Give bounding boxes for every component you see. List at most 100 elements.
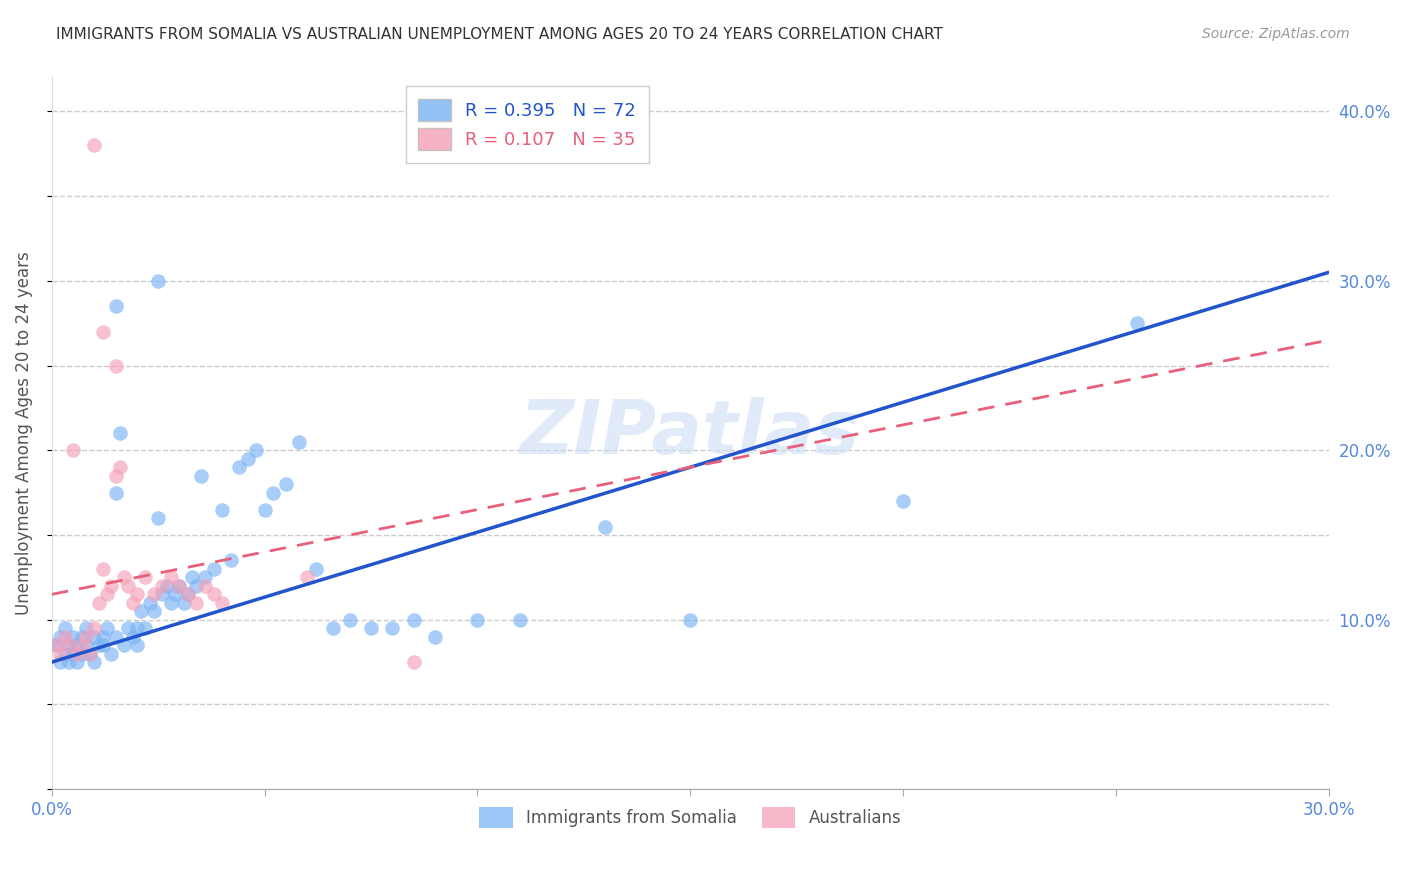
Point (104, 299, 127, 313)
Point (53, 621, 76, 635)
Point (83, 138, 105, 153)
Y-axis label: Unemployment Among Ages 20 to 24 years: Unemployment Among Ages 20 to 24 years (15, 252, 32, 615)
Point (58, 638, 80, 652)
Point (219, 553, 242, 567)
Point (75, 638, 97, 652)
Point (138, 596, 160, 610)
Point (679, 613, 702, 627)
Point (236, 451, 259, 466)
Point (66, 638, 89, 652)
Point (509, 613, 531, 627)
Point (381, 621, 404, 635)
Point (45, 638, 67, 652)
Point (295, 570, 318, 584)
Point (169, 579, 191, 593)
Point (142, 587, 165, 601)
Point (160, 570, 183, 584)
Text: ZIPatlas: ZIPatlas (520, 397, 860, 470)
Point (70, 630, 93, 644)
Point (186, 579, 208, 593)
Point (146, 511, 169, 525)
Point (339, 613, 361, 627)
Point (100, 647, 122, 661)
Point (202, 587, 225, 601)
Point (58, 655, 80, 669)
Point (228, 460, 250, 475)
Point (152, 587, 174, 601)
Point (112, 638, 135, 652)
Point (142, 604, 165, 618)
Point (253, 502, 276, 516)
Point (108, 426, 131, 441)
Point (49, 655, 72, 669)
Point (104, 468, 127, 483)
Point (160, 596, 183, 610)
Point (83, 621, 105, 635)
Point (360, 621, 382, 635)
Point (190, 468, 212, 483)
Point (66, 655, 89, 669)
Point (75, 630, 97, 644)
Point (467, 613, 489, 627)
Point (211, 502, 233, 516)
Point (169, 579, 191, 593)
Point (45, 638, 67, 652)
Point (53, 647, 76, 661)
Point (274, 477, 297, 491)
Point (1126, 316, 1149, 330)
Text: IMMIGRANTS FROM SOMALIA VS AUSTRALIAN UNEMPLOYMENT AMONG AGES 20 TO 24 YEARS COR: IMMIGRANTS FROM SOMALIA VS AUSTRALIAN UN… (56, 27, 943, 42)
Point (70, 638, 93, 652)
Point (91, 638, 114, 652)
Point (75, 621, 97, 635)
Point (96, 621, 118, 635)
Point (165, 587, 187, 601)
Point (125, 587, 148, 601)
Point (134, 570, 156, 584)
Point (87, 596, 110, 610)
Point (211, 596, 233, 610)
Point (186, 596, 208, 610)
Point (83, 655, 105, 669)
Legend: Immigrants from Somalia, Australians: Immigrants from Somalia, Australians (472, 801, 908, 834)
Point (58, 638, 80, 652)
Point (66, 647, 89, 661)
Point (194, 579, 217, 593)
Point (91, 325, 114, 339)
Point (83, 630, 105, 644)
Text: Source: ZipAtlas.com: Source: ZipAtlas.com (1202, 27, 1350, 41)
Point (146, 274, 169, 288)
Point (104, 630, 127, 644)
Point (62, 647, 84, 661)
Point (177, 587, 200, 601)
Point (104, 359, 127, 373)
Point (87, 638, 110, 652)
Point (402, 655, 425, 669)
Point (202, 562, 225, 576)
Point (322, 621, 344, 635)
Point (62, 443, 84, 458)
Point (70, 647, 93, 661)
Point (891, 494, 914, 508)
Point (79, 647, 101, 661)
Point (129, 604, 152, 618)
Point (112, 570, 135, 584)
Point (125, 621, 148, 635)
Point (402, 613, 425, 627)
Point (91, 562, 114, 576)
Point (194, 570, 217, 584)
Point (245, 443, 267, 458)
Point (91, 630, 114, 644)
Point (53, 630, 76, 644)
Point (152, 579, 174, 593)
Point (96, 587, 118, 601)
Point (108, 460, 131, 475)
Point (121, 596, 143, 610)
Point (423, 630, 446, 644)
Point (104, 485, 127, 500)
Point (117, 579, 139, 593)
Point (305, 562, 328, 576)
Point (49, 630, 72, 644)
Point (125, 638, 148, 652)
Point (117, 621, 139, 635)
Point (156, 579, 179, 593)
